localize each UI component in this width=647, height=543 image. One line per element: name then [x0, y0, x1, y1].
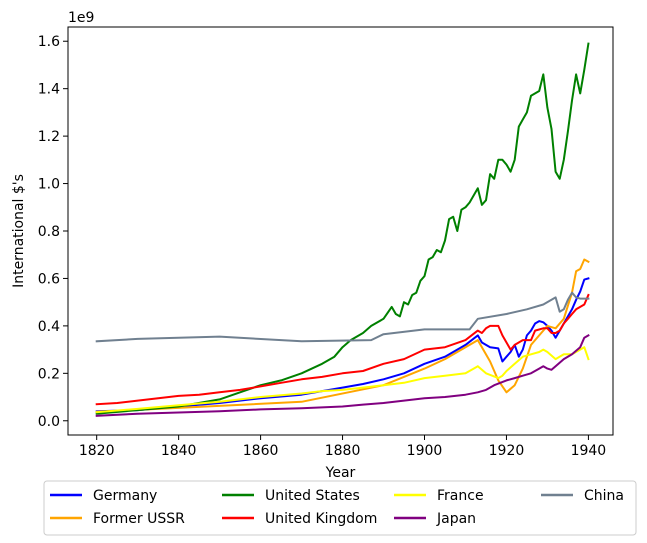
x-axis-label: Year [325, 465, 356, 481]
series-line-china [95, 291, 590, 343]
legend-item-united-kingdom: United Kingdom [222, 511, 377, 527]
legend-label: China [584, 488, 624, 504]
y-offset-label: 1e9 [68, 10, 94, 26]
series-line-united-states [95, 42, 590, 415]
y-tick-label: 0.4 [38, 319, 60, 335]
y-tick-label: 0.8 [38, 224, 60, 240]
legend: Germany Former USSR United States United Ki… [43, 480, 637, 536]
legend-frame [43, 480, 637, 536]
y-tick-label: 0.6 [38, 271, 60, 287]
x-tick-label: 1860 [243, 443, 279, 459]
series-line-japan [95, 334, 590, 417]
y-axis-label: International $'s [11, 174, 27, 288]
x-tick-label: 1940 [571, 443, 607, 459]
x-tick-label: 1820 [79, 443, 115, 459]
y-tick-label: 1.2 [38, 129, 60, 145]
legend-label: Germany [93, 488, 157, 504]
y-tick-label: 0.2 [38, 366, 60, 382]
x-tick-label: 1920 [489, 443, 525, 459]
y-tick-label: 1.0 [38, 177, 60, 193]
series-line-france [95, 346, 590, 414]
legend-item-former-ussr: Former USSR [50, 511, 185, 527]
legend-items: Germany Former USSR United States United Ki… [50, 488, 624, 527]
y-axis-ticks: 0.0 0.2 0.4 0.6 0.8 1.0 1.2 1.4 1.6 [38, 34, 68, 430]
legend-label: United States [265, 488, 360, 504]
legend-label: France [437, 488, 484, 504]
legend-label: Former USSR [93, 511, 185, 527]
y-tick-label: 1.4 [38, 82, 60, 98]
x-tick-label: 1900 [407, 443, 443, 459]
legend-item-france: France [394, 488, 484, 504]
series-layer [95, 42, 590, 417]
legend-item-japan: Japan [394, 511, 476, 527]
legend-item-united-states: United States [222, 488, 360, 504]
x-tick-label: 1840 [161, 443, 197, 459]
legend-item-china: China [541, 488, 624, 504]
x-axis-ticks: 1820 1840 1860 1880 1900 1920 1940 [79, 435, 606, 459]
x-tick-label: 1880 [325, 443, 361, 459]
legend-label: Japan [436, 511, 476, 527]
y-tick-label: 1.6 [38, 34, 60, 50]
legend-label: United Kingdom [265, 511, 377, 527]
series-line-united-kingdom [95, 293, 590, 406]
y-tick-label: 0.0 [38, 414, 60, 430]
legend-item-germany: Germany [50, 488, 157, 504]
